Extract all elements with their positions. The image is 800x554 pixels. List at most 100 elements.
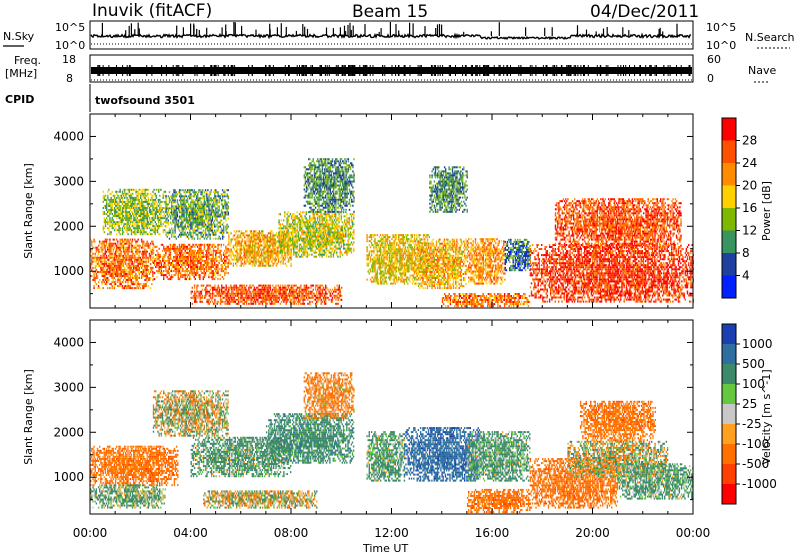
data-cell <box>321 239 323 242</box>
data-cell <box>314 223 316 226</box>
data-cell <box>290 248 292 251</box>
data-cell <box>237 252 239 255</box>
data-cell <box>296 239 298 242</box>
data-cell <box>157 251 159 254</box>
data-cell <box>166 207 168 210</box>
data-cell <box>258 254 261 257</box>
data-cell <box>278 233 280 236</box>
data-cell <box>292 239 294 242</box>
data-cell <box>130 260 133 263</box>
data-cell <box>272 232 274 235</box>
data-cell <box>127 275 129 277</box>
nsearch-tick-bottom: 10^0 <box>706 39 736 52</box>
data-cell <box>299 255 302 258</box>
data-cell <box>175 259 177 262</box>
data-cell <box>169 264 172 266</box>
data-cell <box>183 247 185 250</box>
data-cell <box>163 217 165 220</box>
data-cell <box>145 277 147 279</box>
data-cell <box>184 245 186 248</box>
data-cell <box>207 270 209 273</box>
data-cell <box>152 248 154 251</box>
data-cell <box>114 266 117 269</box>
data-cell <box>118 262 120 265</box>
data-cell <box>96 254 99 257</box>
data-cell <box>183 209 185 212</box>
data-cell <box>200 227 202 230</box>
data-cell <box>311 211 313 214</box>
data-cell <box>163 253 165 256</box>
data-cell <box>125 254 127 257</box>
data-cell <box>147 202 150 205</box>
data-cell <box>134 244 136 247</box>
data-cell <box>153 264 156 266</box>
data-cell <box>152 211 154 213</box>
data-cell <box>206 262 208 264</box>
data-cell <box>94 271 96 273</box>
data-cell <box>328 215 330 218</box>
data-cell <box>322 243 324 246</box>
data-cell <box>168 274 170 277</box>
data-cell <box>138 262 140 265</box>
data-cell <box>147 221 150 224</box>
data-cell <box>130 246 133 249</box>
data-cell <box>311 245 313 248</box>
data-cell <box>146 194 149 197</box>
data-cell <box>170 262 173 264</box>
data-cell <box>116 223 118 226</box>
data-cell <box>119 190 121 193</box>
data-cell <box>120 262 122 265</box>
data-cell <box>120 264 122 267</box>
data-cell <box>313 235 315 238</box>
data-cell <box>169 243 172 246</box>
data-cell <box>247 236 249 239</box>
data-cell <box>214 229 216 232</box>
data-cell <box>225 270 227 273</box>
data-cell <box>130 188 133 191</box>
data-cell <box>208 243 210 246</box>
data-cell <box>129 217 132 220</box>
data-cell <box>147 204 150 207</box>
data-cell <box>105 264 108 267</box>
data-cell <box>177 257 180 260</box>
data-cell <box>126 287 128 290</box>
data-cell <box>150 221 152 224</box>
data-cell <box>340 237 342 240</box>
data-cell <box>137 268 139 271</box>
data-cell <box>109 256 111 259</box>
data-cell <box>169 217 172 220</box>
data-cell <box>107 211 109 213</box>
data-cell <box>127 192 129 195</box>
data-cell <box>195 213 198 216</box>
data-cell <box>118 215 120 217</box>
data-cell <box>273 240 275 243</box>
data-cell <box>177 270 180 273</box>
data-cell <box>236 250 238 253</box>
data-cell <box>186 255 189 258</box>
data-cell <box>165 195 167 198</box>
data-cell <box>131 283 134 286</box>
data-cell <box>142 242 144 245</box>
data-cell <box>231 258 233 261</box>
data-cell <box>177 253 180 256</box>
data-cell <box>286 223 288 226</box>
data-cell <box>160 274 163 277</box>
data-cell <box>301 237 303 240</box>
data-cell <box>286 213 288 216</box>
data-cell <box>142 200 144 203</box>
data-cell <box>241 232 244 235</box>
data-cell <box>281 254 283 257</box>
data-cell <box>203 209 206 212</box>
data-cell <box>178 195 181 198</box>
data-cell <box>162 194 164 197</box>
data-cell <box>319 251 321 254</box>
data-cell <box>177 247 180 250</box>
data-cell <box>155 245 157 248</box>
data-cell <box>151 233 153 236</box>
data-cell <box>113 246 116 249</box>
data-cell <box>192 264 194 266</box>
data-cell <box>221 233 224 236</box>
data-cell <box>135 190 137 193</box>
data-cell <box>226 255 228 258</box>
data-cell <box>150 204 152 207</box>
